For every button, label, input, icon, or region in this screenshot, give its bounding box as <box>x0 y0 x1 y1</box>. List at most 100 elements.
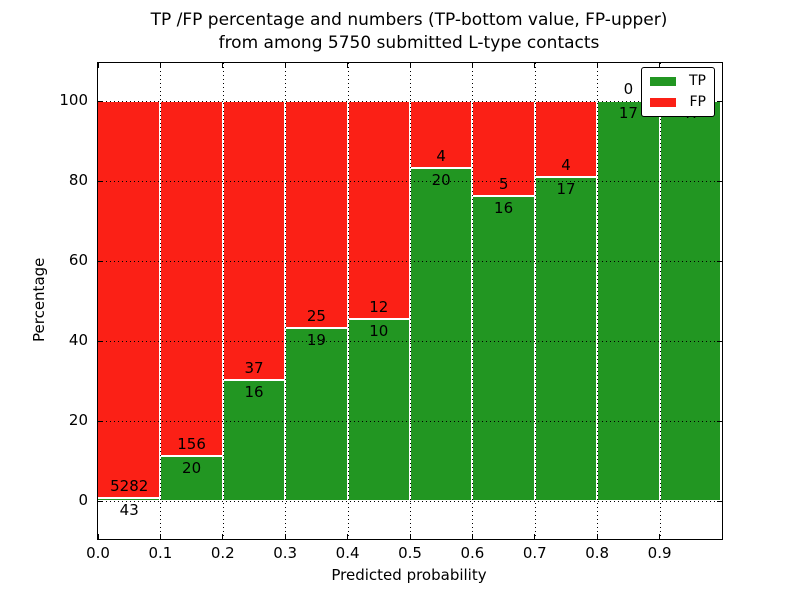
gridline-v <box>410 63 411 539</box>
x-axis-label: Predicted probability <box>331 566 487 584</box>
y-tick-mark <box>98 501 103 502</box>
x-tick-mark <box>596 534 598 539</box>
x-tick-mark <box>97 63 99 68</box>
fp-count-label: 4 <box>561 156 571 175</box>
tp-count-label: 17 <box>618 104 638 122</box>
x-tick-label: 0.7 <box>522 544 547 562</box>
x-tick-mark <box>222 63 224 68</box>
gridline-v <box>160 63 162 539</box>
x-tick-mark <box>409 534 411 539</box>
legend-item-fp: FP <box>650 95 706 109</box>
y-tick-label: 20 <box>68 411 88 429</box>
gridline-h <box>98 261 722 262</box>
bar-tp-segment <box>347 319 410 501</box>
gridline-h <box>98 101 722 102</box>
x-tick-label: 0.8 <box>585 544 610 562</box>
x-tick-mark <box>534 534 536 539</box>
bar-edge <box>160 454 223 457</box>
fp-count-label: 156 <box>177 434 206 453</box>
gridline-h <box>98 341 722 342</box>
legend-label-tp: TP <box>689 73 706 89</box>
tp-count-label: 16 <box>494 199 514 218</box>
y-tick-mark <box>717 181 722 182</box>
bar-tp-segment <box>659 101 722 501</box>
x-tick-label: 0.9 <box>647 544 672 562</box>
x-tick-mark <box>471 534 473 539</box>
y-tick-mark <box>98 421 103 422</box>
legend: TP FP <box>641 67 715 117</box>
tp-count-label: 10 <box>369 322 389 341</box>
chart-title-line2: from among 5750 submitted L-type contact… <box>218 33 600 53</box>
x-tick-label: 0.4 <box>335 544 360 562</box>
x-tick-label: 0.5 <box>398 544 422 562</box>
x-tick-mark <box>659 63 661 68</box>
x-tick-mark <box>409 63 411 68</box>
bar-edge <box>222 379 286 382</box>
y-tick-label: 40 <box>68 331 88 349</box>
x-tick-mark <box>97 534 99 539</box>
gridline-v <box>534 63 536 539</box>
x-tick-mark <box>534 63 536 68</box>
bar-fp-segment <box>410 101 473 168</box>
tp-count-label: 43 <box>119 500 139 519</box>
bar-edge <box>534 176 598 179</box>
x-tick-label: 0.1 <box>148 544 173 562</box>
fp-count-label: 0 <box>623 80 634 98</box>
x-tick-label: 0.0 <box>86 544 110 562</box>
gridline-v <box>222 63 224 539</box>
fp-count-label: 5 <box>498 175 509 194</box>
legend-swatch-fp-icon <box>650 97 676 107</box>
bar-fp-segment <box>285 101 348 329</box>
gridline-v <box>472 63 474 539</box>
bar-tp-segment <box>285 328 348 501</box>
x-tick-mark <box>471 63 473 68</box>
bar-edge <box>98 496 161 499</box>
x-tick-mark <box>721 534 723 539</box>
fp-count-label: 12 <box>369 298 389 317</box>
gridline-h <box>98 501 722 502</box>
x-tick-label: 0.2 <box>210 544 235 562</box>
legend-label-fp: FP <box>689 94 707 110</box>
chart-title: TP /FP percentage and numbers (TP-bottom… <box>97 9 721 55</box>
y-tick-mark <box>717 261 722 262</box>
x-tick-mark <box>159 534 161 539</box>
y-tick-mark <box>98 341 103 342</box>
y-tick-mark <box>717 341 722 342</box>
x-tick-label: 0.6 <box>460 544 485 562</box>
bar-edge <box>347 318 410 321</box>
y-tick-label: 80 <box>68 171 88 189</box>
x-tick-mark <box>721 63 723 68</box>
x-tick-mark <box>347 63 349 68</box>
x-tick-mark <box>347 534 349 539</box>
bar-edge <box>472 195 535 198</box>
tp-count-label: 20 <box>182 458 202 477</box>
y-tick-mark <box>98 101 103 102</box>
bar-fp-segment <box>222 101 286 381</box>
plot-area: 52824315620371625191210420516417017470.0… <box>59 62 723 562</box>
x-tick-mark <box>596 63 598 68</box>
tp-count-label: 19 <box>306 331 326 350</box>
bar-fp-segment <box>534 101 598 178</box>
y-tick-mark <box>98 261 103 262</box>
x-tick-mark <box>659 534 661 539</box>
bar-edge <box>285 327 348 330</box>
y-tick-mark <box>717 501 722 502</box>
tp-count-label: 17 <box>556 180 576 199</box>
x-tick-label: 0.3 <box>273 544 298 562</box>
fp-count-label: 4 <box>436 146 446 165</box>
gridline-h <box>98 181 722 182</box>
x-tick-mark <box>222 534 224 539</box>
x-tick-mark <box>159 63 161 68</box>
bar-tp-segment <box>222 380 286 501</box>
bar-tp-segment <box>98 497 161 501</box>
y-axis-label: Percentage <box>30 257 48 343</box>
gridline-v <box>597 63 599 539</box>
bar-edge <box>410 166 473 169</box>
bar-fp-segment <box>347 101 410 320</box>
fp-count-label: 5282 <box>110 476 149 495</box>
y-tick-label: 100 <box>59 91 88 109</box>
y-tick-mark <box>717 421 722 422</box>
gridline-v <box>285 63 287 539</box>
tp-count-label: 16 <box>244 383 264 402</box>
gridline-h <box>98 421 722 422</box>
